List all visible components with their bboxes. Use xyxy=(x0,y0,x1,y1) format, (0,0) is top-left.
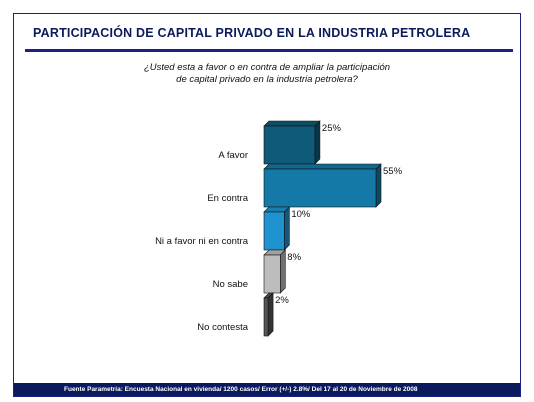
bar-1 xyxy=(263,168,377,208)
value-label-2: 10% xyxy=(291,209,311,220)
bar-top-1 xyxy=(263,163,382,170)
survey-question: ¿Usted esta a favor o en contra de ampli… xyxy=(90,62,444,86)
category-label-1: En contra xyxy=(207,193,248,204)
bar-side-4 xyxy=(267,292,274,337)
bar-side-1 xyxy=(375,163,382,208)
bar-side-3 xyxy=(279,249,286,294)
bar-3 xyxy=(263,254,281,294)
title-rule xyxy=(25,49,513,52)
bar-0 xyxy=(263,125,316,165)
value-label-0: 25% xyxy=(322,123,342,134)
bar-4 xyxy=(263,297,269,337)
page-title: PARTICIPACIÓN DE CAPITAL PRIVADO EN LA I… xyxy=(33,26,471,40)
bar-side-0 xyxy=(314,120,321,165)
category-label-2: Ni a favor ni en contra xyxy=(155,236,249,247)
bar-2 xyxy=(263,211,285,251)
bar-top-0 xyxy=(263,120,321,127)
survey-question-line-1: ¿Usted esta a favor o en contra de ampli… xyxy=(143,62,391,73)
category-label-0: A favor xyxy=(218,150,248,161)
source-footer: Fuente Parametría: Encuesta Nacional en … xyxy=(14,383,520,396)
survey-question-line-2: de capital privado en la industria petro… xyxy=(176,74,358,85)
value-label-3: 8% xyxy=(287,252,301,263)
bar-side-2 xyxy=(284,206,290,251)
value-label-4: 2% xyxy=(275,295,289,306)
category-label-3: No sabe xyxy=(213,279,248,290)
value-label-1: 55% xyxy=(383,166,403,177)
category-label-4: No contesta xyxy=(197,322,248,333)
